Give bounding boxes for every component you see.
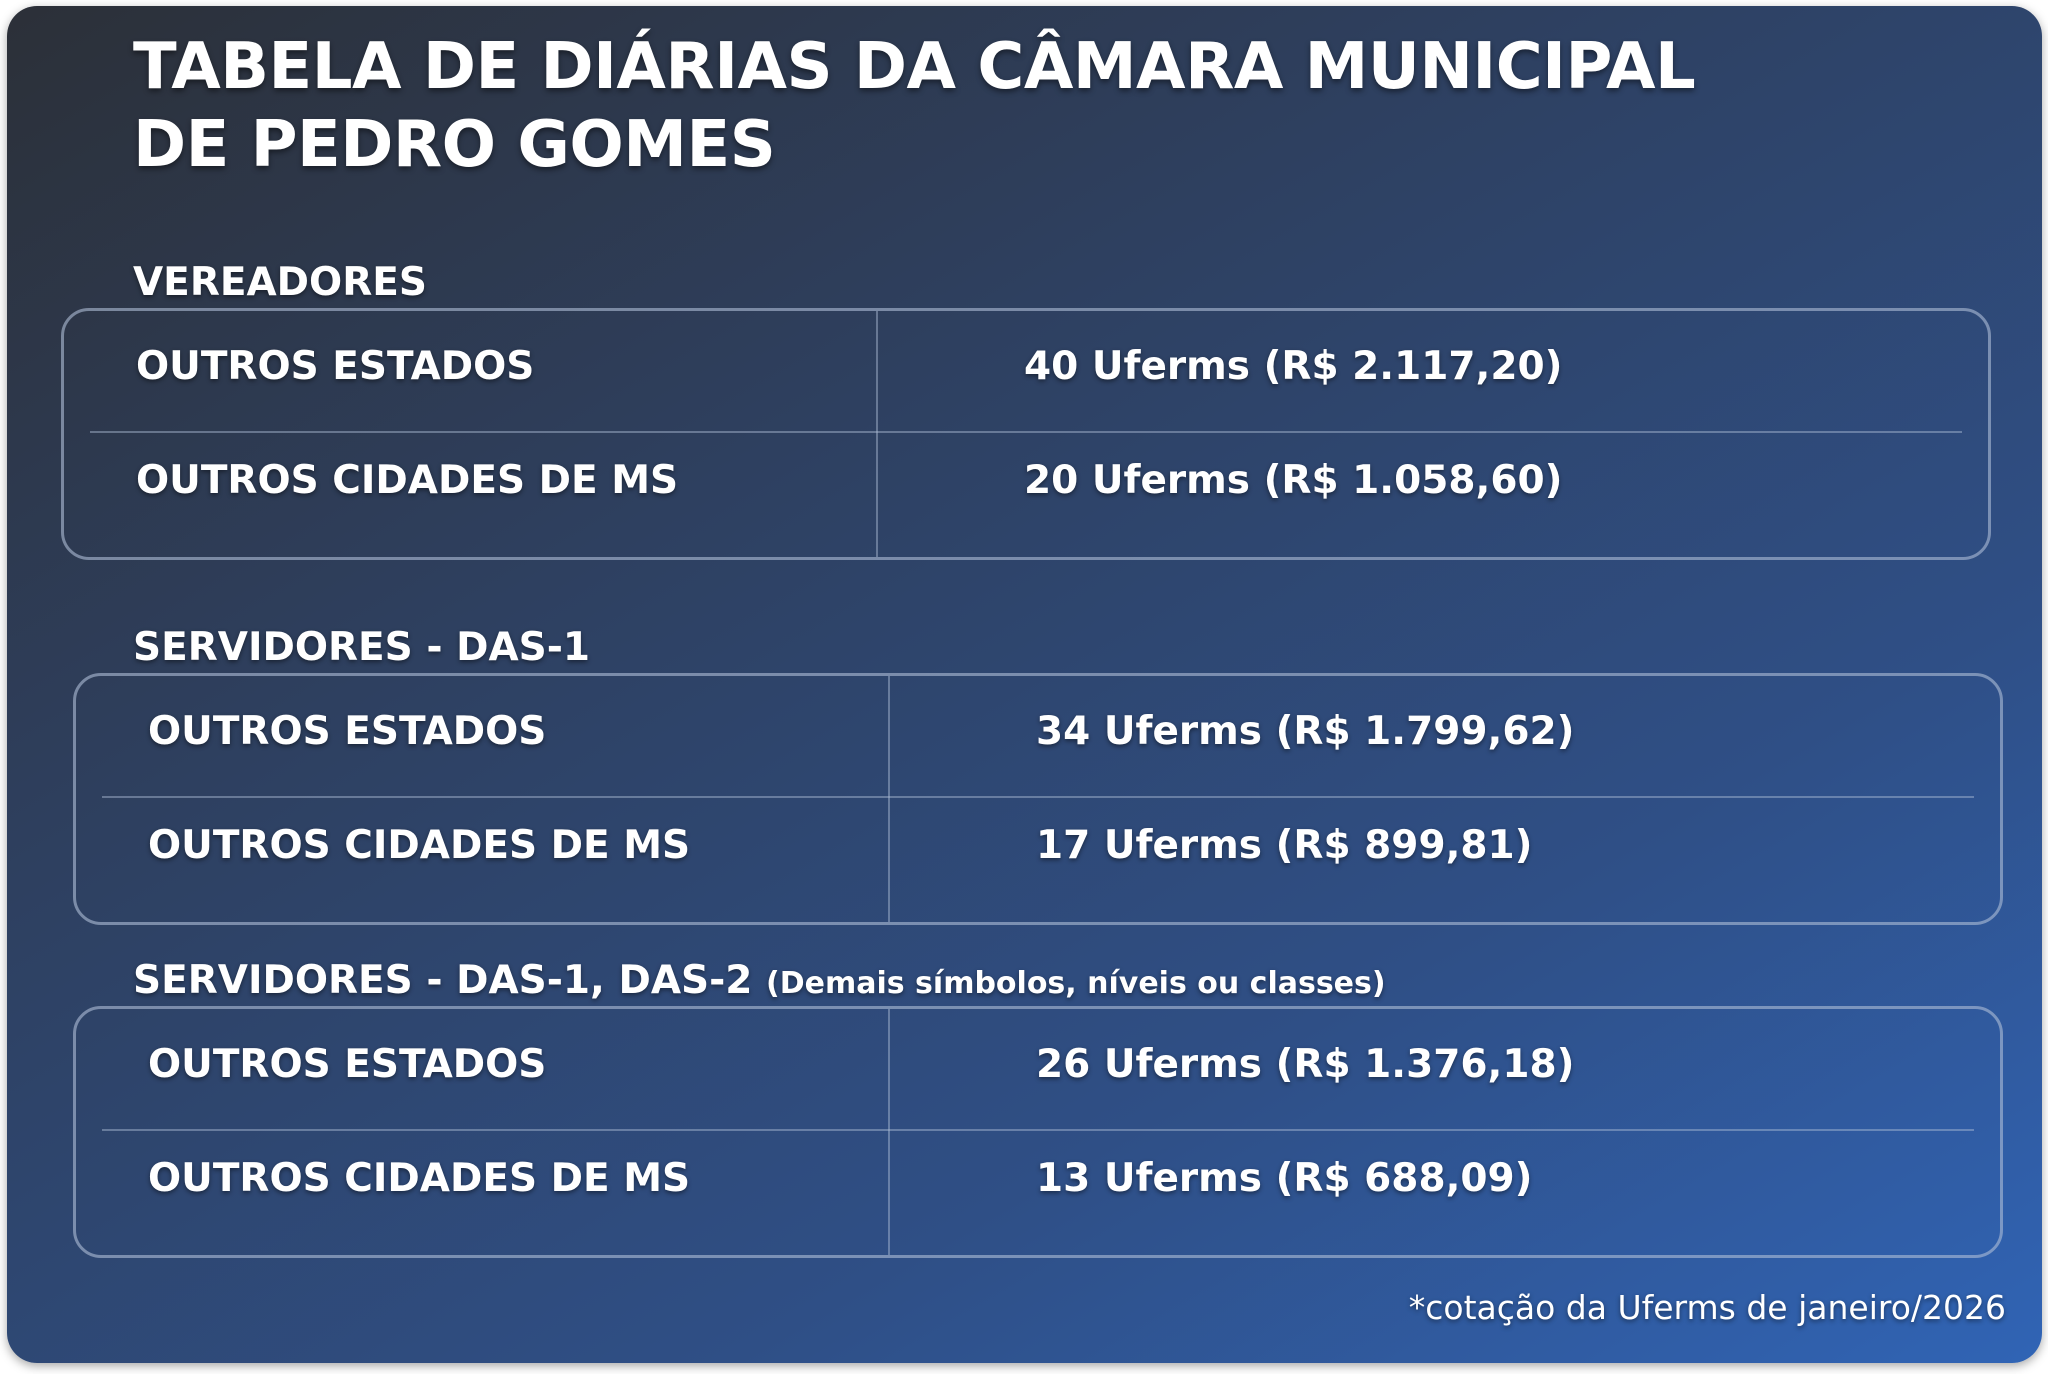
row-divider [102, 1129, 1974, 1131]
row-label-outras-cidades-ms: OUTROS CIDADES DE MS [148, 823, 691, 868]
page-title-line-1: TABELA DE DIÁRIAS DA CÂMARA MUNICIPAL [133, 30, 1696, 104]
rates-table-servidores-das-1-das-2: OUTROS ESTADOS 26 Uferms (R$ 1.376,18) O… [73, 1006, 2003, 1258]
row-value-outras-cidades-ms: 13 Uferms (R$ 688,09) [1036, 1156, 1533, 1201]
footnote: *cotação da Uferms de janeiro/2026 [1408, 1288, 2006, 1327]
row-label-outras-cidades-ms: OUTROS CIDADES DE MS [136, 458, 679, 503]
row-value-outros-estados: 26 Uferms (R$ 1.376,18) [1036, 1042, 1575, 1087]
row-label-outras-cidades-ms: OUTROS CIDADES DE MS [148, 1156, 691, 1201]
row-divider [102, 796, 1974, 798]
page-title-line-2: DE PEDRO GOMES [133, 108, 776, 182]
row-label-outros-estados: OUTROS ESTADOS [148, 1042, 547, 1087]
column-divider [888, 676, 890, 922]
section-title-text: SERVIDORES - DAS-1, DAS-2 [133, 958, 753, 1003]
row-label-outros-estados: OUTROS ESTADOS [136, 344, 535, 389]
row-value-outras-cidades-ms: 17 Uferms (R$ 899,81) [1036, 823, 1533, 868]
section-title-servidores-das-1: SERVIDORES - DAS-1 [133, 625, 591, 670]
row-value-outros-estados: 40 Uferms (R$ 2.117,20) [1024, 344, 1563, 389]
row-value-outras-cidades-ms: 20 Uferms (R$ 1.058,60) [1024, 458, 1563, 503]
section-title-vereadores: VEREADORES [133, 260, 427, 305]
infographic-card: TABELA DE DIÁRIAS DA CÂMARA MUNICIPAL DE… [7, 6, 2042, 1363]
column-divider [876, 311, 878, 557]
page-title: TABELA DE DIÁRIAS DA CÂMARA MUNICIPAL DE… [133, 28, 1696, 184]
rates-table-vereadores: OUTROS ESTADOS 40 Uferms (R$ 2.117,20) O… [61, 308, 1991, 560]
row-value-outros-estados: 34 Uferms (R$ 1.799,62) [1036, 709, 1575, 754]
section-title-note: (Demais símbolos, níveis ou classes) [766, 966, 1386, 1001]
rates-table-servidores-das-1: OUTROS ESTADOS 34 Uferms (R$ 1.799,62) O… [73, 673, 2003, 925]
row-label-outros-estados: OUTROS ESTADOS [148, 709, 547, 754]
row-divider [90, 431, 1962, 433]
column-divider [888, 1009, 890, 1255]
section-title-servidores-das-1-das-2: SERVIDORES - DAS-1, DAS-2 (Demais símbol… [133, 956, 1386, 1009]
